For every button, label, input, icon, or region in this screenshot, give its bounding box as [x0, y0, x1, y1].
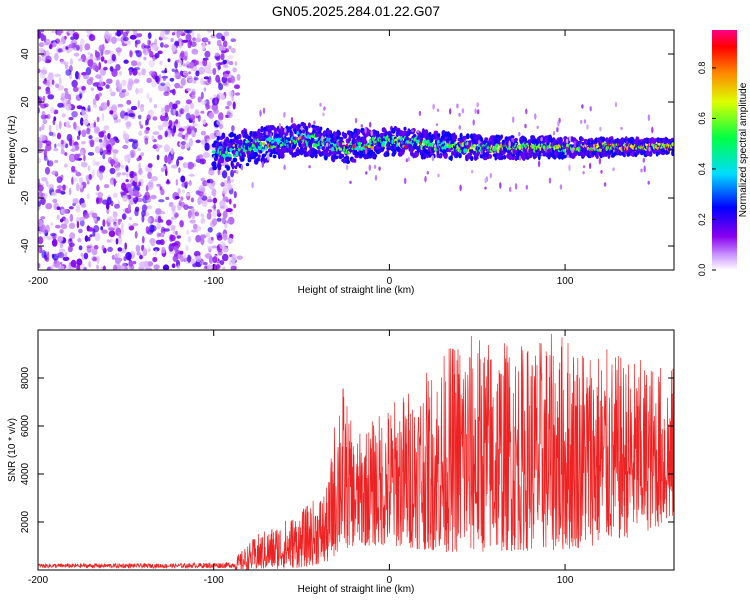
spectrogram-ylabel: Frequency (Hz) — [7, 116, 18, 185]
snr-xlabel: Height of straight line (km) — [298, 584, 415, 595]
x-tick-label: -100 — [204, 575, 224, 586]
colorbar-label: Normalized spectral amplitude — [738, 82, 749, 217]
snr-ylabel: SNR (10 * v/v) — [7, 418, 18, 482]
colorbar-tick-label: 0.4 — [697, 163, 707, 176]
colorbar-gradient — [712, 30, 737, 270]
colorbar-tick-label: 0.8 — [697, 62, 707, 75]
snr-panel: -200 -100 0 100 2000 4000 6000 8000 Height of s… — [7, 329, 675, 595]
colorbar-tick-label: 0.2 — [697, 213, 707, 226]
x-tick-label: 100 — [557, 276, 574, 287]
colorbar-tick-label: 0.0 — [697, 264, 707, 277]
x-tick-label: -100 — [204, 276, 224, 287]
x-tick-label: -200 — [28, 276, 48, 287]
colorbar: 0.0 0.2 0.4 0.6 0.8 Normalized spectral ampl… — [697, 30, 749, 276]
snr-axes: -200 -100 0 100 2000 4000 6000 8000 — [20, 330, 674, 586]
colorbar-ticks: 0.0 0.2 0.4 0.6 0.8 — [697, 62, 716, 277]
y-tick-label: 0 — [20, 147, 31, 153]
x-tick-label: 0 — [387, 276, 393, 287]
x-tick-label: -200 — [28, 575, 48, 586]
chart-title: GN05.2025.284.01.22.G07 — [272, 3, 440, 19]
snr-frame — [37, 329, 675, 571]
y-tick-label: 20 — [20, 96, 31, 108]
spectrogram-heatmap — [38, 30, 674, 270]
spectrogram-xlabel: Height of straight line (km) — [298, 285, 415, 296]
snr-series-line — [38, 333, 674, 570]
y-tick-label: 8000 — [20, 366, 31, 389]
y-tick-label: 40 — [20, 48, 31, 60]
y-tick-label: -40 — [20, 238, 31, 253]
y-tick-label: 4000 — [20, 462, 31, 485]
y-tick-label: 6000 — [20, 414, 31, 437]
x-tick-label: 100 — [557, 575, 574, 586]
colorbar-tick-label: 0.6 — [697, 112, 707, 125]
y-tick-label: -20 — [20, 190, 31, 205]
y-tick-label: 2000 — [20, 510, 31, 533]
x-tick-label: 0 — [387, 575, 393, 586]
